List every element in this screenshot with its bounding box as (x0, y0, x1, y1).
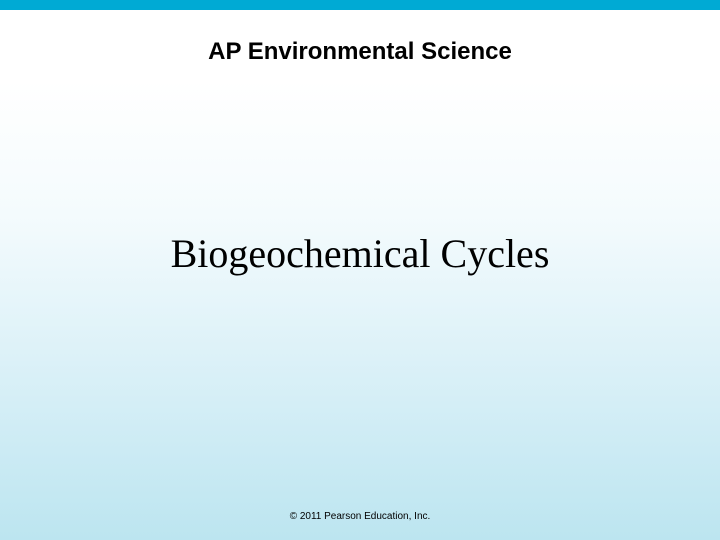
slide-title: Biogeochemical Cycles (0, 230, 720, 277)
top-accent-bar (0, 0, 720, 10)
course-header: AP Environmental Science (0, 38, 720, 66)
slide: AP Environmental Science Biogeochemical … (0, 0, 720, 540)
copyright-footer: © 2011 Pearson Education, Inc. (0, 511, 720, 522)
